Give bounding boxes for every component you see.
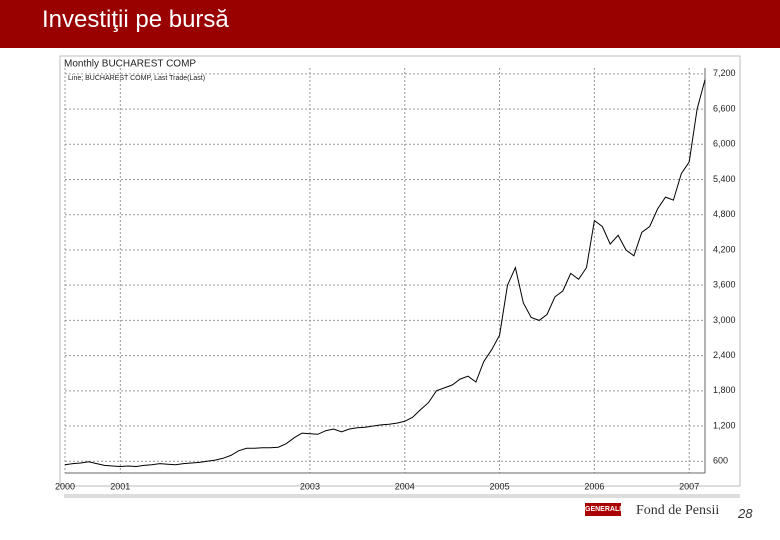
y-tick-label: 4,200 [713,244,736,254]
chart: Monthly BUCHAREST COMP Line; BUCHAREST C… [55,55,741,498]
y-tick-label: 4,800 [713,209,736,219]
chart-frame [59,55,741,487]
line-series [64,79,706,468]
x-tick-label: 2006 [584,481,604,491]
y-tick-label: 5,400 [713,174,736,184]
x-tick-label: 2005 [490,481,510,491]
y-tick-label: 600 [713,456,728,466]
y-tick-label: 2,400 [713,350,736,360]
legend-entry: Line; BUCHAREST COMP, Last Trade(Last) [68,75,205,82]
chart-title: Monthly BUCHAREST COMP [64,59,196,70]
y-tick-label: 7,200 [713,68,736,78]
page-number: 28 [738,506,753,521]
y-tick-label: 6,600 [713,103,736,113]
x-tick-label: 2003 [300,481,320,491]
x-tick-label: 2000 [55,481,75,491]
y-tick-label: 3,600 [713,280,736,290]
y-tick-label: 1,800 [713,385,736,395]
x-tick-label: 2001 [110,481,130,491]
x-tick-label: 2004 [395,481,415,491]
x-tick-label: 2007 [679,481,699,491]
logo: GENERALI [585,503,621,516]
header: Investiţii pe bursă [0,0,780,48]
brand: Fond de Pensii [636,503,720,518]
y-tick-label: 6,000 [713,139,736,149]
y-tick-label: 3,000 [713,315,736,325]
y-tick-label: 1,200 [713,420,736,430]
scrollbar [64,494,740,498]
slide-title: Investiţii pe bursă [42,6,229,33]
